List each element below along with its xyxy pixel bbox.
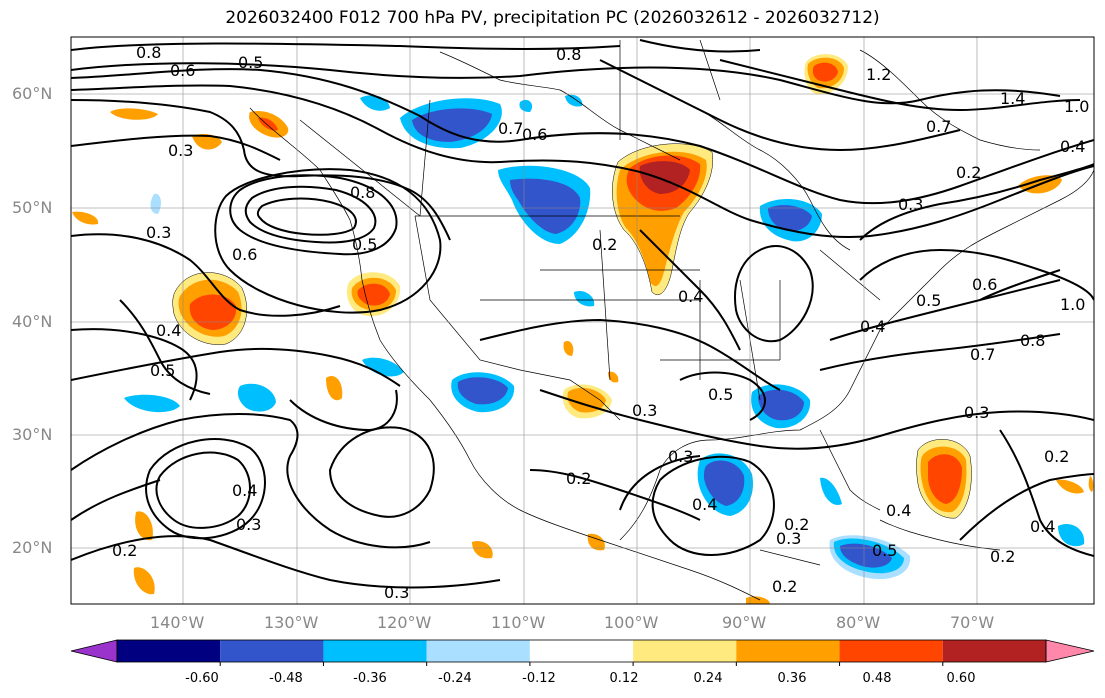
contour-label: 0.3 [632, 401, 657, 420]
gridlines [71, 37, 1094, 604]
pv-contours [71, 39, 1094, 589]
lon-label: 80°W [836, 613, 880, 632]
lat-label: 30°N [12, 425, 52, 444]
contour-label: 0.5 [352, 235, 377, 254]
colorbar-tick-label: 0.48 [863, 671, 892, 686]
contour-label: 0.5 [238, 53, 263, 72]
contour-label: 0.2 [956, 163, 981, 182]
contour-label: 0.8 [1020, 331, 1045, 350]
contour-label: 0.6 [170, 61, 195, 80]
lon-label: 90°W [722, 613, 766, 632]
contour-label: 0.5 [150, 361, 175, 380]
longitude-labels: 140°W 130°W 120°W 110°W 100°W 90°W 80°W … [150, 613, 994, 632]
contour-label: 0.7 [970, 345, 995, 364]
contour-label: 0.3 [898, 195, 923, 214]
contour-labels: 0.8 0.6 0.5 0.8 1.2 1.4 1.0 0.4 0.7 0.6 … [112, 43, 1089, 602]
contour-label: 0.8 [556, 45, 581, 64]
lon-label: 110°W [491, 613, 546, 632]
lon-label: 120°W [377, 613, 432, 632]
map-title: 2026032400 F012 700 hPa PV, precipitatio… [225, 8, 880, 28]
contour-label: 0.4 [232, 481, 257, 500]
contour-label: 0.3 [168, 141, 193, 160]
contour-label: 0.6 [972, 275, 997, 294]
colorbar-tick-label: 0.12 [610, 671, 639, 686]
colorbar-extend-low [70, 639, 118, 663]
contour-label: 0.6 [522, 125, 547, 144]
contour-label: 0.2 [990, 547, 1015, 566]
contour-label: 0.4 [886, 501, 911, 520]
contour-label: 0.2 [784, 515, 809, 534]
contour-label: 0.4 [1060, 137, 1085, 156]
colorbar-tick-label: -0.12 [522, 671, 556, 686]
colorbar-tick-label: -0.24 [438, 671, 472, 686]
contour-label: 0.7 [498, 119, 523, 138]
colorbar-tick-label: 0.36 [778, 671, 807, 686]
contour-label: 0.5 [916, 291, 941, 310]
contour-label: 1.4 [1000, 89, 1025, 108]
colorbar-tick-label: -0.36 [353, 671, 387, 686]
contour-label: 0.2 [112, 541, 137, 560]
colorbar-tick-label: 0.24 [694, 671, 723, 686]
colorbar-segment [323, 640, 427, 662]
shading-outlines [172, 143, 972, 519]
colorbar-tick-label: -0.48 [269, 671, 303, 686]
lat-label: 60°N [12, 84, 52, 103]
colorbar-extend-high [1045, 639, 1095, 663]
colorbar-labels: -0.60 -0.48 -0.36 -0.24 -0.12 0.12 0.24 … [185, 671, 975, 686]
contour-label: 0.3 [776, 529, 801, 548]
contour-label: 0.4 [156, 321, 181, 340]
colorbar-segment [529, 640, 634, 662]
contour-label: 0.5 [708, 385, 733, 404]
latitude-labels: 60°N 50°N 40°N 30°N 20°N [12, 84, 52, 557]
lat-label: 40°N [12, 312, 52, 331]
colorbar-tick-label: 0.60 [947, 671, 976, 686]
colorbar-segment [117, 640, 221, 662]
colorbar [70, 639, 1095, 666]
colorbar-segment [426, 640, 530, 662]
contour-label: 0.4 [860, 317, 885, 336]
contour-label: 0.3 [146, 223, 171, 242]
colorbar-segment [736, 640, 840, 662]
contour-label: 0.3 [236, 515, 261, 534]
contour-label: 0.2 [592, 235, 617, 254]
colorbar-segment [220, 640, 324, 662]
contour-label: 1.2 [866, 65, 891, 84]
map-frame [70, 36, 1095, 605]
contour-label: 1.0 [1064, 97, 1089, 116]
lat-label: 50°N [12, 198, 52, 217]
contour-label: 1.0 [1060, 295, 1085, 314]
colorbar-segment [942, 640, 1046, 662]
precip-shading [72, 54, 1094, 604]
contour-label: 0.4 [678, 287, 703, 306]
contour-label: 0.3 [964, 403, 989, 422]
colorbar-segment [633, 640, 737, 662]
contour-label: 0.8 [136, 43, 161, 62]
contour-label: 0.3 [668, 447, 693, 466]
contour-label: 0.2 [1044, 447, 1069, 466]
contour-label: 0.7 [926, 117, 951, 136]
map-area: 0.8 0.6 0.5 0.8 1.2 1.4 1.0 0.4 0.7 0.6 … [71, 37, 1094, 604]
lon-label: 140°W [150, 613, 205, 632]
contour-label: 0.3 [384, 583, 409, 602]
contour-label: 0.8 [350, 183, 375, 202]
lon-label: 130°W [264, 613, 319, 632]
contour-label: 0.6 [232, 245, 257, 264]
lon-label: 100°W [604, 613, 659, 632]
colorbar-frame [116, 639, 1047, 663]
contour-label: 0.2 [772, 577, 797, 596]
lat-label: 20°N [12, 538, 52, 557]
contour-label: 0.4 [1030, 517, 1055, 536]
colorbar-segment [839, 640, 943, 662]
lon-label: 70°W [950, 613, 994, 632]
contour-label: 0.5 [872, 541, 897, 560]
contour-label: 0.4 [692, 495, 717, 514]
colorbar-tick-label: -0.60 [185, 671, 219, 686]
contour-label: 0.2 [566, 469, 591, 488]
